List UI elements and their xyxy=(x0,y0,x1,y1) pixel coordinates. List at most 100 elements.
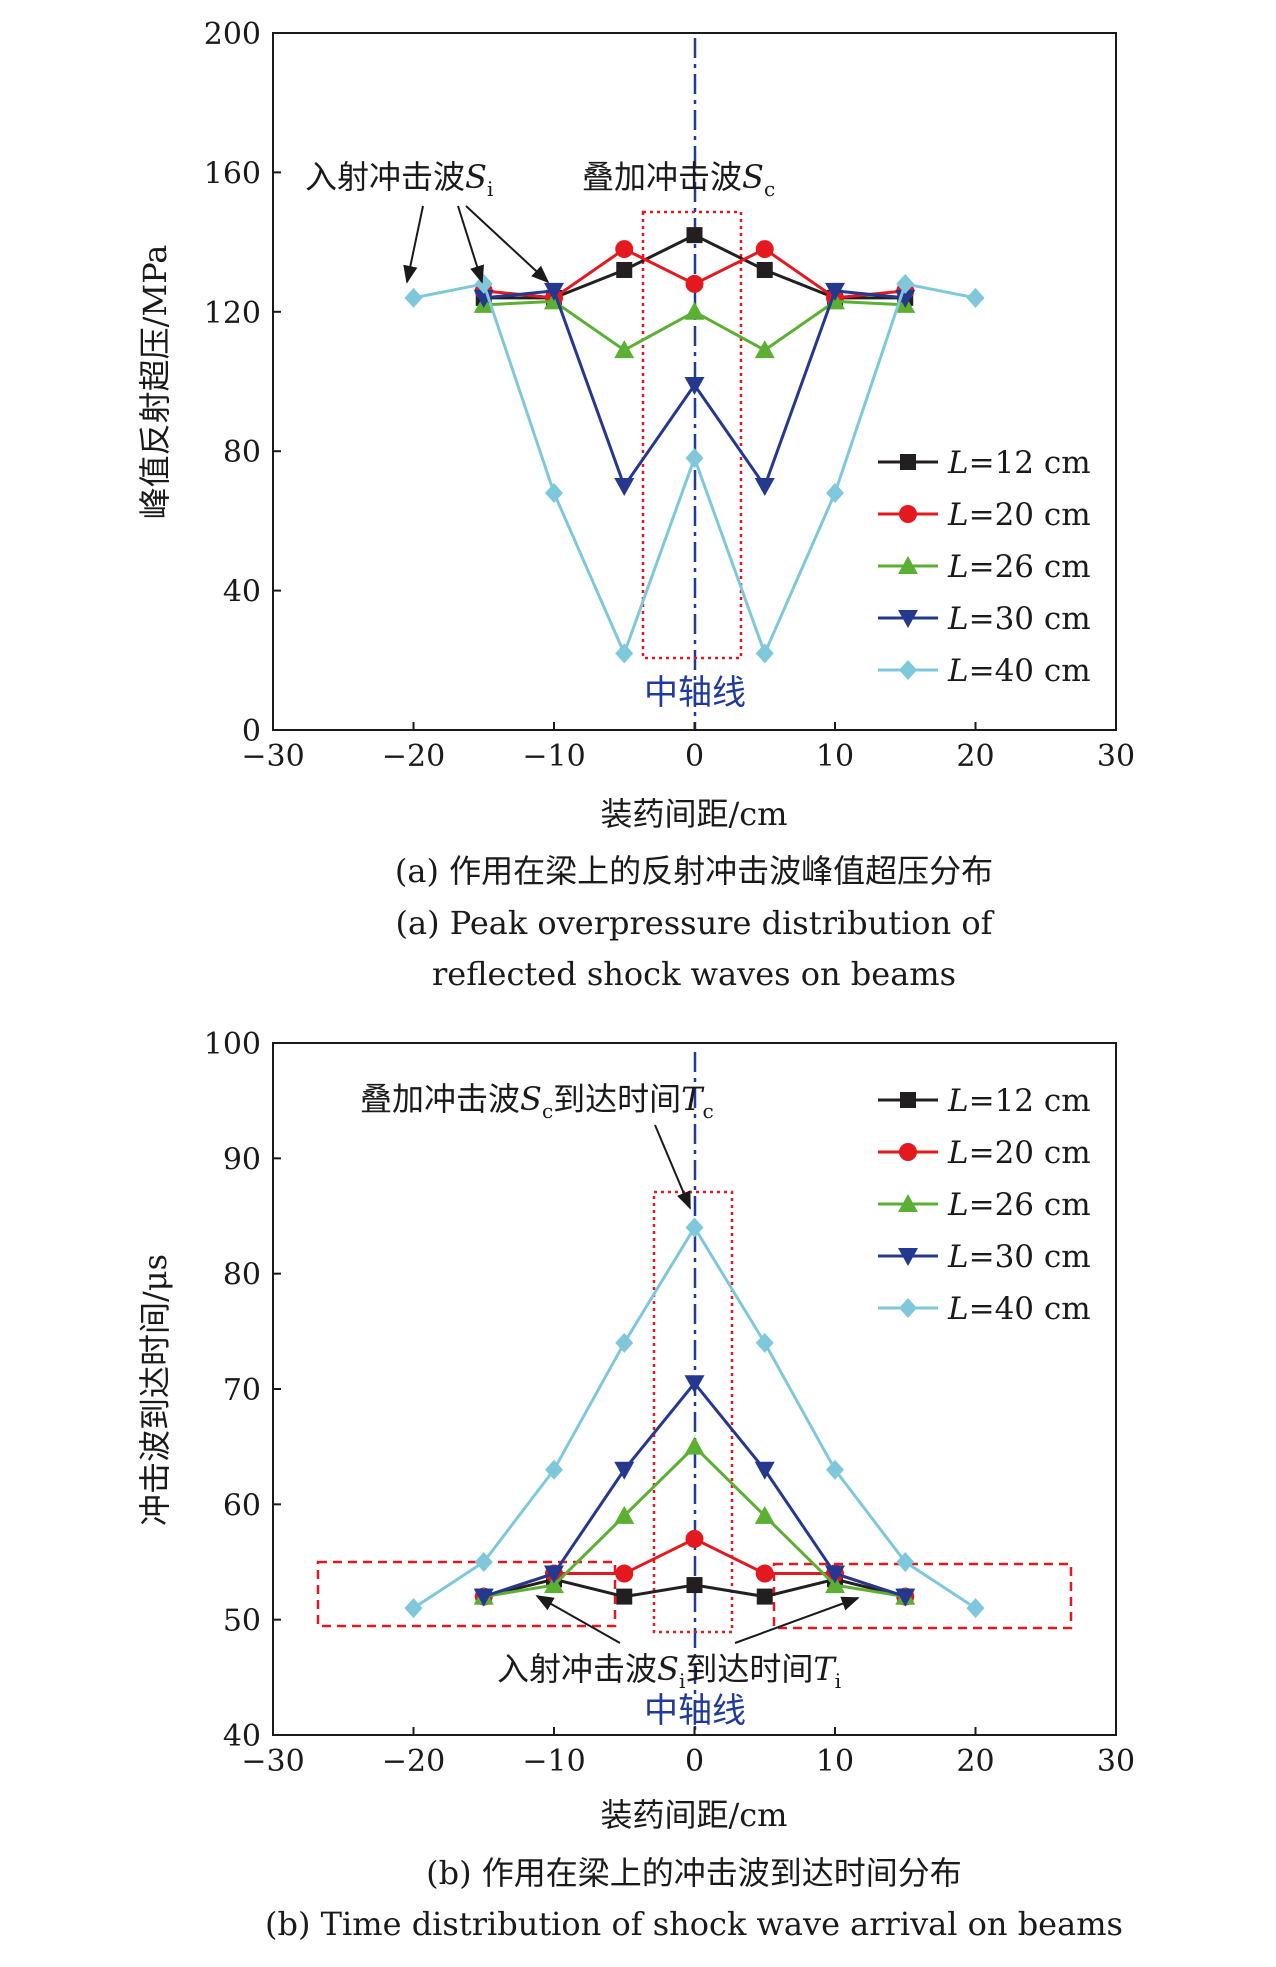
legend-marker xyxy=(899,1143,917,1161)
incident-arrow-3 xyxy=(465,205,550,284)
x-axis-title-a: 装药间距/cm xyxy=(600,795,787,833)
data-point xyxy=(966,1598,985,1619)
series-L40-a xyxy=(404,273,985,664)
data-point xyxy=(544,1575,564,1594)
superposed-time-mid: 到达时间 xyxy=(553,1080,681,1118)
legend-rest: =40 cm xyxy=(969,653,1091,689)
y-tick-label: 90 xyxy=(223,1142,261,1177)
legend-marker xyxy=(898,610,918,628)
x-tick-label: 10 xyxy=(816,739,854,774)
data-point xyxy=(825,282,845,301)
series-group-b xyxy=(404,1217,985,1619)
data-point xyxy=(544,1565,564,1584)
legend-item-L26: L=26 cm xyxy=(878,549,1091,585)
data-point xyxy=(616,261,633,278)
data-point xyxy=(825,1575,845,1594)
legend-rest: =12 cm xyxy=(969,445,1091,481)
data-point xyxy=(614,1505,635,1524)
x-tick-label: −20 xyxy=(382,739,445,774)
data-point xyxy=(755,643,774,664)
incident-wave-prefix: 入射冲击波 xyxy=(305,158,465,196)
legend-item-L12: L=12 cm xyxy=(878,1083,1091,1119)
data-point xyxy=(615,240,634,259)
legend-label: L=30 cm xyxy=(947,601,1091,637)
legend-label: L=12 cm xyxy=(947,1083,1091,1119)
legend-a: L=12 cmL=20 cmL=26 cmL=30 cmL=40 cm xyxy=(878,445,1091,689)
legend-var: L xyxy=(947,1083,969,1119)
y-axis-title-b: 冲击波到达时间/μs xyxy=(136,1254,174,1526)
series-L30-a xyxy=(473,282,916,497)
x-tick-label: 20 xyxy=(956,1744,994,1779)
legend-rest: =20 cm xyxy=(969,497,1091,533)
caption-b-en: (b) Time distribution of shock wave arri… xyxy=(265,1905,1123,1943)
x-tick-label: 0 xyxy=(685,739,704,774)
legend-label: L=40 cm xyxy=(947,1291,1091,1327)
legend-marker xyxy=(900,454,916,470)
data-point xyxy=(404,1598,423,1619)
superposed-time-sub: c xyxy=(542,1099,553,1123)
caption-a-en-1: (a) Peak overpressure distribution of xyxy=(396,904,995,942)
data-point xyxy=(615,643,634,664)
data-point xyxy=(544,282,564,301)
data-point xyxy=(756,1588,773,1605)
y-tick-label: 160 xyxy=(204,156,261,191)
data-point xyxy=(614,340,635,359)
data-point xyxy=(755,240,774,259)
legend-marker xyxy=(899,1298,917,1318)
legend-var: L xyxy=(947,549,969,585)
incident-box-left-b xyxy=(316,1560,617,1628)
incident-time-prefix: 入射冲击波 xyxy=(497,1650,657,1688)
series-L30-b xyxy=(473,1375,916,1607)
superposed-wave-prefix: 叠加冲击波 xyxy=(582,158,742,196)
center-axis-label-b: 中轴线 xyxy=(644,1691,746,1731)
legend-marker xyxy=(898,1248,918,1266)
data-point xyxy=(686,1577,703,1594)
data-point xyxy=(755,1564,774,1583)
superposed-time-var: S xyxy=(520,1080,542,1118)
data-point xyxy=(615,1332,634,1353)
legend-marker xyxy=(899,505,917,523)
data-point xyxy=(684,301,705,320)
superposed-wave-label-a: 叠加冲击波Sc xyxy=(582,158,775,201)
incident-wave-sub: i xyxy=(487,177,493,201)
y-tick-label: 0 xyxy=(242,714,261,749)
y-tick-label: 120 xyxy=(204,296,261,331)
legend-var: L xyxy=(947,1187,969,1223)
legend-rest: =30 cm xyxy=(969,1239,1091,1275)
legend-label: L=26 cm xyxy=(947,1187,1091,1223)
legend-label: L=40 cm xyxy=(947,653,1091,689)
data-point xyxy=(826,1459,844,1480)
series-group-a xyxy=(404,227,985,664)
legend-rest: =20 cm xyxy=(969,1135,1091,1171)
data-point xyxy=(825,1565,845,1584)
data-point xyxy=(755,1332,774,1353)
legend-marker xyxy=(900,1092,916,1108)
x-tick-label: 20 xyxy=(956,739,994,774)
caption-a-en-2: reflected shock waves on beams xyxy=(432,955,956,993)
superposed-time-label-b: 叠加冲击波Sc到达时间Tc xyxy=(360,1080,714,1123)
legend-item-L30: L=30 cm xyxy=(878,1239,1091,1275)
legend-item-L30: L=30 cm xyxy=(878,601,1091,637)
data-point xyxy=(896,273,915,294)
data-point xyxy=(684,1436,705,1455)
superposed-time-var2: T xyxy=(681,1080,705,1118)
x-tick-label: 10 xyxy=(816,1744,854,1779)
superposed-wave-var: S xyxy=(742,158,764,196)
superposition-box-a xyxy=(641,210,743,660)
data-point xyxy=(754,340,775,359)
x-tick-label: 30 xyxy=(1097,1744,1135,1779)
data-point xyxy=(615,1564,634,1583)
data-point xyxy=(685,448,704,469)
data-point xyxy=(966,287,985,308)
data-point xyxy=(754,1505,775,1524)
legend-var: L xyxy=(947,445,969,481)
data-point xyxy=(614,478,635,497)
legend-var: L xyxy=(947,1135,969,1171)
center-axis-label-a: 中轴线 xyxy=(644,673,746,713)
x-axis-title-b: 装药间距/cm xyxy=(600,1796,787,1834)
data-point xyxy=(686,227,703,244)
data-point xyxy=(754,478,775,497)
superposed-time-arrow xyxy=(654,1124,691,1210)
incident-time-sub: i xyxy=(679,1669,685,1693)
